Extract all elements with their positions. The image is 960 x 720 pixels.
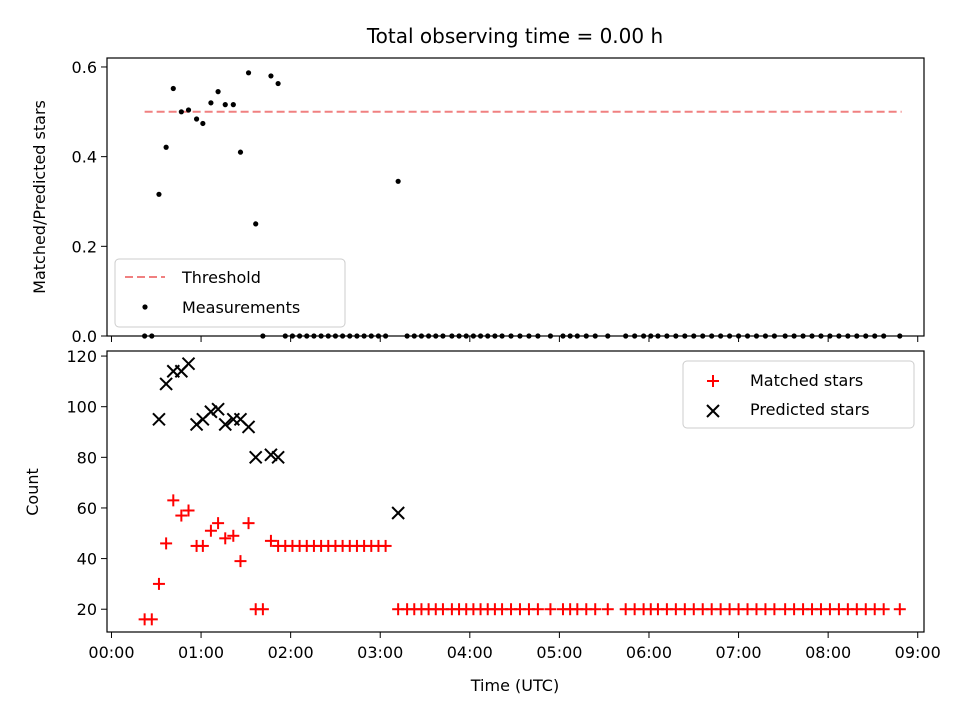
- measurement-point: [156, 191, 162, 197]
- matched-stars-point: [145, 613, 158, 626]
- bottom-y-tick-label: 40: [77, 550, 97, 569]
- bottom-y-tick-label: 80: [77, 448, 97, 467]
- x-tick-label: 07:00: [716, 643, 762, 662]
- predicted-stars-point: [152, 412, 166, 427]
- x-tick-label: 09:00: [895, 643, 941, 662]
- matched-stars-point: [152, 577, 165, 590]
- top-y-tick-label: 0.2: [72, 237, 97, 256]
- bottom-marks: [138, 356, 906, 626]
- predicted-legend-label: Predicted stars: [750, 400, 870, 419]
- measurement-point: [268, 73, 274, 79]
- x-tick-label: 08:00: [805, 643, 851, 662]
- bottom-legend-box: [682, 360, 915, 429]
- matched-stars-point: [196, 539, 209, 552]
- top-y-axis-title: Matched/Predicted stars: [30, 100, 49, 294]
- measurement-point: [200, 120, 206, 127]
- matched-stars-point: [182, 504, 195, 517]
- matched-legend-swatch: [707, 375, 719, 387]
- x-tick-label: 01:00: [178, 643, 224, 662]
- matched-legend-label: Matched stars: [750, 371, 863, 390]
- bottom-y-tick-label: 120: [66, 347, 97, 366]
- measurement-point: [208, 100, 214, 106]
- threshold-legend-label: Threshold: [181, 268, 261, 287]
- predicted-stars-point: [218, 417, 232, 432]
- x-tick-label: 06:00: [626, 643, 672, 662]
- bottom-y-tick-label: 100: [66, 398, 97, 417]
- x-tick-label: 00:00: [88, 643, 134, 662]
- measurements-legend-swatch: [142, 304, 148, 310]
- predicted-stars-point: [159, 377, 173, 391]
- measurement-point: [395, 178, 401, 184]
- measurement-point: [193, 116, 200, 122]
- measurements-legend-label: Measurements: [182, 298, 300, 317]
- count-panel: Count Time (UTC) 20 40 60 80 100 120 00:00 01:0…: [23, 347, 941, 695]
- top-marks: [142, 70, 903, 339]
- matched-stars-point: [234, 555, 247, 568]
- matched-stars-point: [160, 537, 173, 550]
- top-plot-frame: [106, 57, 925, 337]
- predicted-stars-point: [181, 356, 196, 371]
- x-tick-label: 02:00: [268, 643, 314, 662]
- predicted-stars-point: [249, 450, 263, 465]
- matched-stars-point: [264, 534, 277, 547]
- matched-stars-point: [531, 603, 544, 616]
- top-legend: Threshold Measurements: [114, 258, 346, 328]
- measurement-point: [245, 70, 252, 76]
- matched-stars-point: [167, 494, 180, 507]
- x-tick-label: 03:00: [357, 643, 403, 662]
- matched-stars-point: [227, 529, 240, 542]
- matched-stars-point: [256, 603, 269, 616]
- matched-stars-point: [544, 603, 557, 616]
- measurement-point: [185, 107, 192, 113]
- matched-stars-point: [877, 603, 890, 616]
- predicted-stars-point: [211, 402, 225, 416]
- top-axes: 0.0 0.2 0.4 0.6: [72, 58, 919, 346]
- measurement-point: [215, 89, 221, 95]
- measurement-point: [275, 80, 281, 87]
- bottom-y-tick-label: 20: [77, 600, 97, 619]
- ratio-panel: Total observing time = 0.00 h Matched/Pr…: [30, 24, 925, 346]
- bottom-plot-frame: [106, 350, 925, 633]
- predicted-stars-point: [264, 448, 278, 462]
- matched-stars-point: [219, 532, 232, 545]
- bottom-y-tick-label: 60: [77, 499, 97, 518]
- matched-stars-point: [893, 603, 906, 616]
- measurement-point: [170, 85, 176, 92]
- measurement-point: [230, 102, 236, 108]
- matched-stars-point: [242, 517, 255, 530]
- measurement-point: [253, 221, 259, 227]
- matched-stars-point: [589, 603, 602, 616]
- x-tick-label: 04:00: [447, 643, 493, 662]
- predicted-legend-swatch: [706, 404, 720, 418]
- bottom-legend: Matched stars Predicted stars: [682, 360, 915, 429]
- predicted-stars-point: [271, 450, 285, 465]
- matched-stars-point: [204, 524, 217, 537]
- bottom-y-axis-title: Count: [23, 468, 42, 516]
- top-y-tick-label: 0.4: [72, 148, 97, 167]
- top-y-tick-label: 0.0: [72, 327, 97, 346]
- matched-stars-point: [601, 603, 614, 616]
- matched-stars-point: [768, 603, 781, 616]
- matched-stars-point: [379, 539, 392, 552]
- x-axis-title: Time (UTC): [470, 676, 559, 695]
- predicted-stars-point: [241, 420, 256, 434]
- top-y-tick-label: 0.6: [72, 58, 97, 77]
- predicted-stars-point: [204, 405, 218, 419]
- predicted-stars-point: [391, 506, 405, 520]
- measurement-point: [222, 102, 228, 108]
- bottom-axes: 20 40 60 80 100 120 00:00 01:00 02:00 03:00 04:00 0…: [66, 347, 940, 662]
- measurement-point: [163, 144, 169, 150]
- chart-title: Total observing time = 0.00 h: [366, 24, 663, 48]
- x-tick-label: 05:00: [536, 643, 582, 662]
- measurement-point: [178, 109, 184, 115]
- matched-stars-point: [175, 509, 188, 522]
- top-legend-box: [114, 258, 346, 328]
- measurement-point: [237, 149, 244, 155]
- matched-stars-point: [212, 517, 225, 530]
